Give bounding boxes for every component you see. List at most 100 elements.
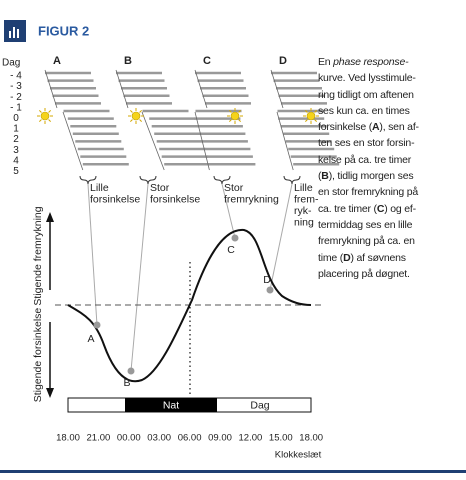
sun-ray [238, 119, 242, 123]
day-label: 3 [13, 145, 19, 156]
sun-ray [38, 119, 42, 123]
sun-ray [48, 109, 52, 113]
caption-line: en stor fremrykning på [318, 184, 464, 200]
stair-edge [115, 69, 129, 109]
point-label: C [227, 244, 235, 256]
caption-text: B [321, 170, 329, 183]
caption-text: ca. tre timer ( [318, 202, 377, 215]
panel-label: C [203, 55, 211, 67]
bottom-rule [0, 470, 466, 473]
day-label: - 4 [10, 71, 22, 82]
sun [230, 111, 240, 121]
stair-edge [270, 69, 284, 109]
x-tick-label: 18.00 [56, 433, 80, 444]
curve-point [266, 286, 274, 294]
stair-edge [62, 111, 84, 171]
caption-text: placering på døgnet. [318, 267, 410, 280]
y-label: Stigende fremrykning [32, 206, 44, 305]
x-tick-label: 09.00 [208, 433, 232, 444]
caption-line: ring tidligt om aftenen [318, 87, 464, 103]
x-title: Klokkeslæt [275, 450, 322, 461]
x-tick-label: 12.00 [239, 433, 263, 444]
sun [306, 111, 316, 121]
sun-ray [48, 119, 52, 123]
caption-text: ( [318, 170, 322, 183]
point-label: A [87, 333, 94, 345]
caption-line: time (D) af søvnens [318, 250, 464, 266]
connector [87, 183, 98, 326]
caption-text: forsinkelse ( [318, 121, 373, 134]
panel-caption: forsinkelse [150, 193, 200, 205]
sun-ray [129, 119, 133, 123]
arrow-head [46, 212, 54, 222]
caption-line: ca. tre timer (C) og ef- [318, 201, 464, 217]
caption-text: ), sen af- [379, 121, 419, 134]
stair-edge [44, 69, 58, 109]
caption-text: ) og ef- [384, 202, 416, 215]
night-label: Nat [163, 399, 179, 411]
sun-ray [38, 109, 42, 113]
sun-ray [238, 109, 242, 113]
caption-text: ), tidlig morgen ses [328, 170, 414, 183]
caption-text: ten ses en stor forsin- [318, 137, 415, 150]
stair-edge [276, 111, 294, 171]
sun-ray [304, 109, 308, 113]
caption-line: ses kun ca. en times [318, 103, 464, 119]
sun [40, 111, 50, 121]
curve-point [231, 234, 239, 242]
day-label: 0 [13, 113, 19, 124]
curve-point [93, 321, 101, 329]
sun-ray [228, 109, 232, 113]
icon-bar [9, 31, 11, 38]
stair-edge [194, 111, 210, 171]
x-tick-label: 00.00 [117, 433, 141, 444]
arrow-head [46, 388, 54, 398]
panel-caption: ning [294, 216, 314, 228]
day-label: 5 [13, 166, 19, 177]
stair-edge [141, 111, 165, 171]
day-label: Dag [250, 399, 269, 411]
day-label: - 2 [10, 92, 22, 103]
phase-curve [67, 228, 312, 383]
caption-line: placering på døgnet. [318, 266, 464, 282]
icon-bar [17, 29, 19, 38]
point-label: B [123, 377, 130, 389]
panel-caption: ryk- [294, 205, 312, 217]
caption-line: termiddag ses en lille [318, 217, 464, 233]
caption-line: ten ses en stor forsin- [318, 135, 464, 151]
caption-line: forsinkelse (A), sen af- [318, 119, 464, 135]
day-label: - 3 [10, 81, 22, 92]
panel-caption: frem- [294, 193, 319, 205]
panel-caption: Stor [150, 182, 170, 194]
panel-label: D [279, 55, 287, 67]
x-tick-label: 18.00 [299, 433, 323, 444]
day-label: 1 [13, 124, 19, 135]
sun [131, 111, 141, 121]
panel-caption: Stor [224, 182, 244, 194]
connector [221, 183, 236, 239]
stair-edge [194, 69, 208, 109]
connector [269, 183, 293, 291]
x-tick-label: 15.00 [269, 433, 293, 444]
caption-line: kurve. Ved lysstimule- [318, 70, 464, 86]
x-tick-label: 06.00 [178, 433, 202, 444]
caption-line: En phase response- [318, 54, 464, 70]
curve-point [127, 367, 135, 375]
day-label: 4 [13, 155, 19, 166]
caption-text: phase response- [333, 56, 409, 68]
connector [130, 183, 149, 372]
sun-ray [304, 119, 308, 123]
caption-line: fremrykning på ca. en [318, 233, 464, 249]
icon-bar [13, 27, 15, 38]
panel-label: B [124, 55, 132, 67]
day-axis-title: Dag [2, 58, 20, 69]
caption-text: kurve. Ved lysstimule- [318, 72, 416, 85]
caption-text: En [318, 56, 334, 68]
panel-caption: forsinkelse [90, 193, 140, 205]
day-label: - 1 [10, 102, 22, 113]
figure-title: FIGUR 2 [38, 23, 89, 38]
caption-text: termiddag ses en lille [318, 218, 413, 231]
caption-text: C [376, 202, 385, 215]
caption-line: (B), tidlig morgen ses [318, 168, 464, 184]
caption-text: fremrykning på ca. en [318, 235, 415, 248]
